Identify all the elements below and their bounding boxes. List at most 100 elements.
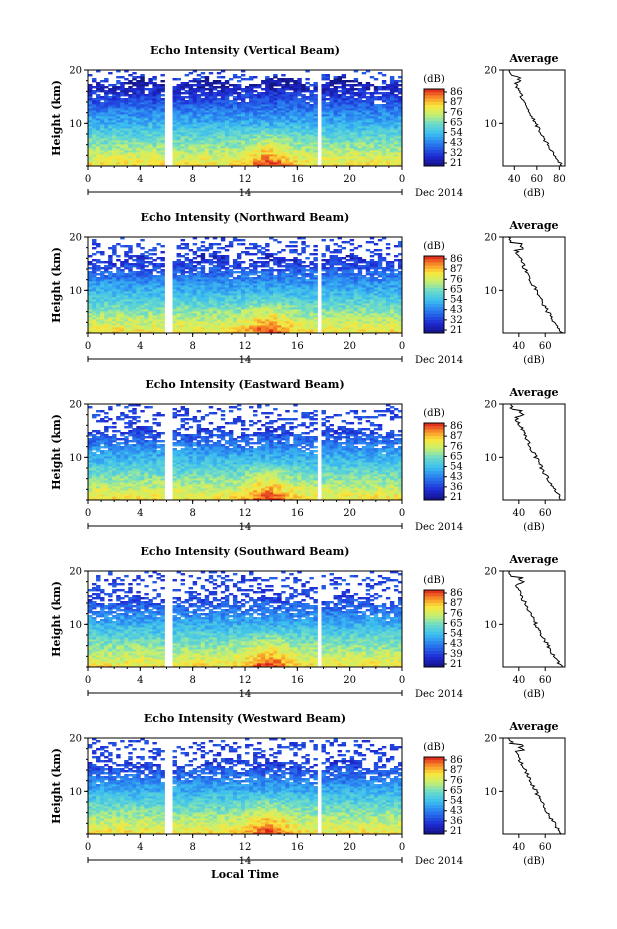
heatmap-cell — [140, 148, 145, 151]
heatmap-cell — [92, 291, 97, 294]
heatmap-cell — [236, 329, 242, 332]
heatmap-cell — [200, 136, 206, 139]
heatmap-cell — [124, 265, 129, 268]
heatmap-cell — [333, 126, 338, 129]
heatmap-cell — [265, 92, 270, 95]
heatmap-cell — [140, 138, 145, 141]
heatmap-cell — [232, 307, 238, 310]
heatmap-cell — [357, 98, 363, 101]
heatmap-cell — [277, 138, 282, 141]
heatmap-cell — [216, 90, 222, 93]
heatmap-cell — [132, 88, 137, 91]
heatmap-cell — [313, 84, 318, 87]
heatmap-cell — [208, 96, 214, 99]
heatmap-cell — [180, 100, 186, 103]
heatmap-cell — [236, 311, 242, 314]
heatmap-cell — [184, 267, 190, 270]
heatmap-cell — [184, 285, 190, 288]
heatmap-cell — [208, 295, 214, 298]
heatmap-cell — [152, 144, 157, 147]
heatmap-cell — [228, 148, 234, 151]
heatmap-cell — [88, 152, 93, 155]
heatmap-cell — [397, 84, 403, 87]
heatmap-cell — [353, 108, 359, 111]
colorbar-segment — [424, 124, 444, 128]
heatmap-cell — [188, 134, 194, 137]
heatmap-cell — [156, 319, 161, 322]
heatmap-cell — [220, 301, 226, 304]
heatmap-cell — [204, 114, 210, 117]
heatmap-cell — [236, 94, 242, 97]
heatmap-cell — [240, 307, 246, 310]
heatmap-cell — [104, 128, 109, 131]
heatmap-cell — [160, 148, 165, 151]
heatmap-cell — [152, 331, 157, 334]
heatmap-cell — [108, 150, 113, 153]
heatmap-cell — [176, 319, 181, 322]
heatmap-cell — [136, 76, 141, 79]
heatmap-cell — [88, 301, 93, 304]
heatmap-cell — [301, 102, 306, 105]
heatmap-cell — [273, 148, 278, 151]
heatmap-cell — [253, 323, 258, 326]
heatmap-cell — [277, 128, 282, 131]
heatmap-cell — [196, 331, 202, 334]
heatmap-cell — [132, 106, 137, 109]
heatmap-cell — [245, 279, 250, 282]
heatmap-cell — [236, 325, 242, 328]
heatmap-cell — [208, 263, 214, 266]
heatmap-cell — [96, 279, 101, 282]
heatmap-cell — [172, 118, 177, 121]
heatmap-cell — [112, 249, 117, 252]
x-tick-label: 60 — [530, 174, 543, 185]
heatmap-cell — [381, 160, 387, 163]
heatmap-cell — [329, 160, 334, 163]
heatmap-cell — [128, 156, 133, 159]
heatmap-cell — [144, 124, 149, 127]
heatmap-cell — [208, 307, 214, 310]
heatmap-cell — [289, 164, 294, 167]
heatmap-cell — [116, 269, 121, 272]
heatmap-cell — [216, 164, 222, 167]
heatmap-cell — [313, 130, 318, 133]
heatmap-cell — [196, 132, 202, 135]
heatmap-cell — [96, 102, 101, 105]
heatmap-cell — [116, 285, 121, 288]
heatmap-cell — [156, 289, 161, 292]
heatmap-cell — [240, 311, 246, 314]
heatmap-cell — [273, 128, 278, 131]
heatmap-cell — [136, 311, 141, 314]
heatmap-cell — [208, 253, 214, 256]
heatmap-cell — [305, 156, 310, 159]
heatmap-cell — [172, 146, 177, 149]
heatmap-cell — [253, 295, 258, 298]
heatmap-cell — [156, 142, 161, 145]
heatmap-cell — [136, 140, 141, 143]
heatmap-cell — [269, 142, 274, 145]
heatmap-cell — [220, 247, 226, 250]
heatmap-cell — [180, 243, 186, 246]
heatmap-cell — [273, 287, 278, 290]
heatmap-cell — [96, 267, 101, 270]
heatmap-cell — [152, 289, 157, 292]
heatmap-cell — [132, 92, 137, 95]
heatmap-cell — [104, 114, 109, 117]
heatmap-cell — [277, 297, 282, 300]
heatmap-cell — [204, 122, 210, 125]
heatmap-cell — [397, 100, 403, 103]
heatmap-cell — [236, 309, 242, 312]
heatmap-cell — [232, 124, 238, 127]
heatmap-cell — [321, 102, 326, 105]
heatmap-cell — [208, 245, 214, 248]
heatmap-cell — [325, 144, 330, 147]
heatmap-cell — [385, 114, 391, 117]
heatmap-cell — [353, 78, 359, 81]
heatmap-cell — [293, 118, 298, 121]
heatmap-cell — [269, 319, 274, 322]
heatmap-cell — [92, 263, 97, 266]
heatmap-cell — [212, 323, 218, 326]
heatmap-cell — [393, 144, 399, 147]
heatmap-cell — [249, 116, 254, 119]
heatmap-cell — [297, 116, 302, 119]
heatmap-cell — [120, 86, 125, 89]
